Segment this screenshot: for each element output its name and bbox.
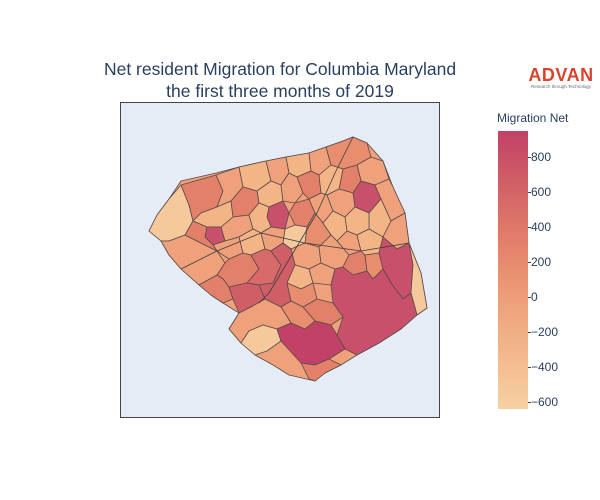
colorbar-tick-label: −600	[527, 395, 559, 409]
road-line-1	[258, 136, 354, 304]
region-s-4[interactable]	[300, 358, 342, 382]
title-line-2: the first three months of 2019	[166, 81, 394, 101]
colorbar-tick-label: −400	[527, 360, 559, 375]
colorbar-tick-label: 0	[528, 290, 538, 305]
colorbar-tick-label: −200	[527, 325, 559, 340]
title-line-1: Net resident Migration for Columbia Mary…	[103, 59, 457, 79]
colorbar-tick-label: 400	[527, 220, 552, 235]
region-s-hot-2[interactable]	[276, 320, 346, 366]
colorbar-tick-label: 800	[527, 150, 552, 165]
choropleth-map[interactable]	[121, 103, 440, 418]
logo-wordmark: ADVAN	[528, 65, 594, 85]
colorbar-tick-label: 600	[527, 185, 552, 200]
colorbar-tick-label: 200	[527, 255, 552, 270]
colorbar-title: Migration Net	[497, 111, 569, 125]
advan-logo: ADVAN Research through Technology	[526, 66, 596, 90]
chart-title: Net resident Migration for Columbia Mary…	[0, 58, 560, 102]
region-s-pale[interactable]	[240, 324, 282, 356]
colorbar	[498, 131, 528, 409]
road-line-2	[180, 232, 410, 270]
logo-tagline: Research through Technology	[531, 84, 591, 89]
region-mw-7[interactable]	[184, 220, 218, 252]
map-plot-area[interactable]	[120, 102, 440, 418]
